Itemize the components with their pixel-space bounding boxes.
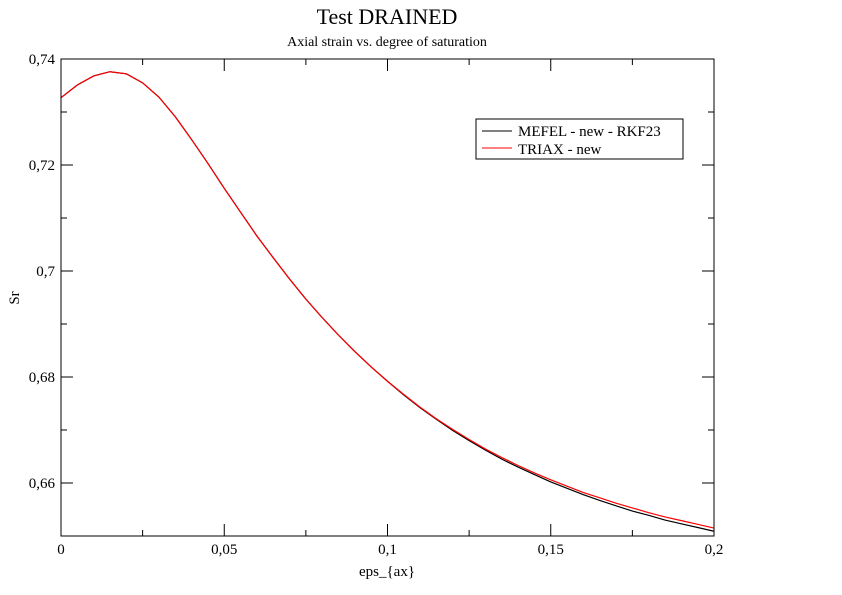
x-tick-label: 0,1 bbox=[378, 542, 397, 558]
legend-label-triax: TRIAX - new bbox=[518, 142, 601, 158]
x-tick-label: 0,05 bbox=[211, 542, 237, 558]
legend: MEFEL - new - RKF23 TRIAX - new bbox=[475, 118, 684, 160]
y-tick-label: 0,66 bbox=[29, 476, 56, 492]
x-tick-label: 0,2 bbox=[705, 542, 724, 558]
x-tick-label: 0,15 bbox=[538, 542, 564, 558]
legend-label-mefel: MEFEL - new - RKF23 bbox=[518, 124, 661, 140]
series-line-1 bbox=[60, 71, 715, 529]
x-axis-label: eps_{ax} bbox=[359, 564, 415, 580]
y-tick-label: 0,7 bbox=[36, 264, 55, 280]
y-tick-label: 0,68 bbox=[29, 370, 55, 386]
y-tick-label: 0,72 bbox=[29, 158, 55, 174]
chart-subtitle: Axial strain vs. degree of saturation bbox=[287, 35, 487, 50]
legend-box bbox=[475, 118, 684, 160]
x-tick-label: 0 bbox=[57, 542, 65, 558]
y-axis: 0,66 0,68 0,7 0,72 0,74 bbox=[29, 52, 714, 537]
chart-title: Test DRAINED bbox=[317, 4, 458, 29]
series-layer bbox=[60, 71, 715, 532]
y-tick-label: 0,74 bbox=[29, 52, 56, 68]
x-axis: 0 0,05 0,1 0,15 0,2 bbox=[57, 59, 723, 558]
y-axis-label: Sr bbox=[7, 291, 23, 304]
